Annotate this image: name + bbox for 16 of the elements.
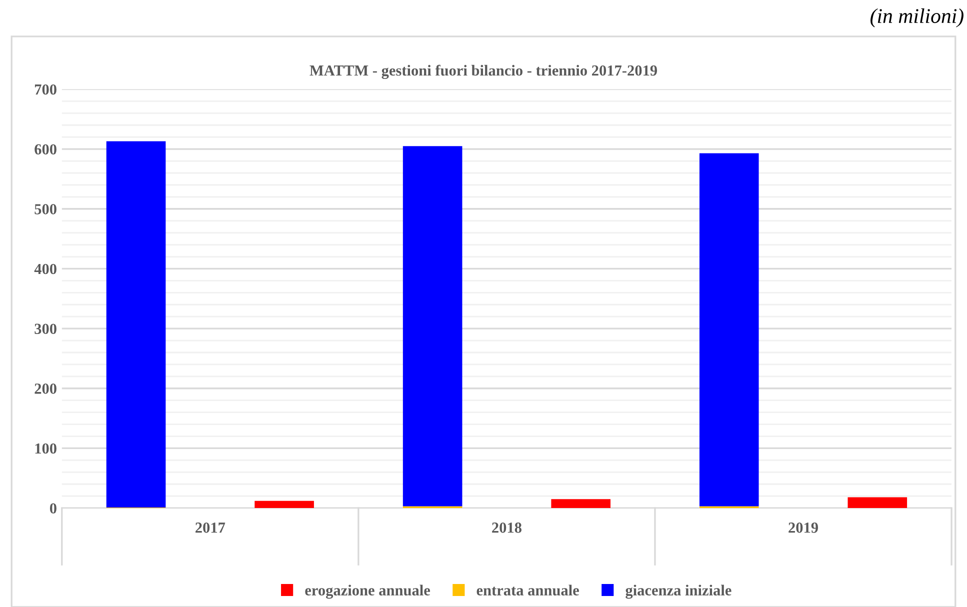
chart-title: MATTM - gestioni fuori bilancio - triennio 2017-2019 — [310, 64, 658, 79]
y-tick-label: 500 — [34, 204, 56, 214]
x-tick-label: 2019 — [788, 522, 818, 533]
y-tick-label: 400 — [34, 264, 56, 274]
y-tick-label: 200 — [34, 384, 56, 394]
legend-label: erogazione annuale — [305, 584, 430, 599]
y-tick-label: 700 — [34, 84, 56, 95]
y-tick-label: 600 — [34, 144, 56, 155]
x-tick-label: 2018 — [492, 522, 522, 533]
legend-label: giacenza iniziale — [626, 584, 732, 599]
legend-label: entrata annuale — [476, 584, 579, 596]
y-tick-label: 300 — [34, 324, 56, 334]
x-tick-label: 2017 — [196, 522, 226, 533]
y-tick-label: 100 — [35, 443, 56, 454]
text: (in milioni) — [870, 8, 964, 28]
y-tick-label: 0 — [50, 503, 56, 514]
